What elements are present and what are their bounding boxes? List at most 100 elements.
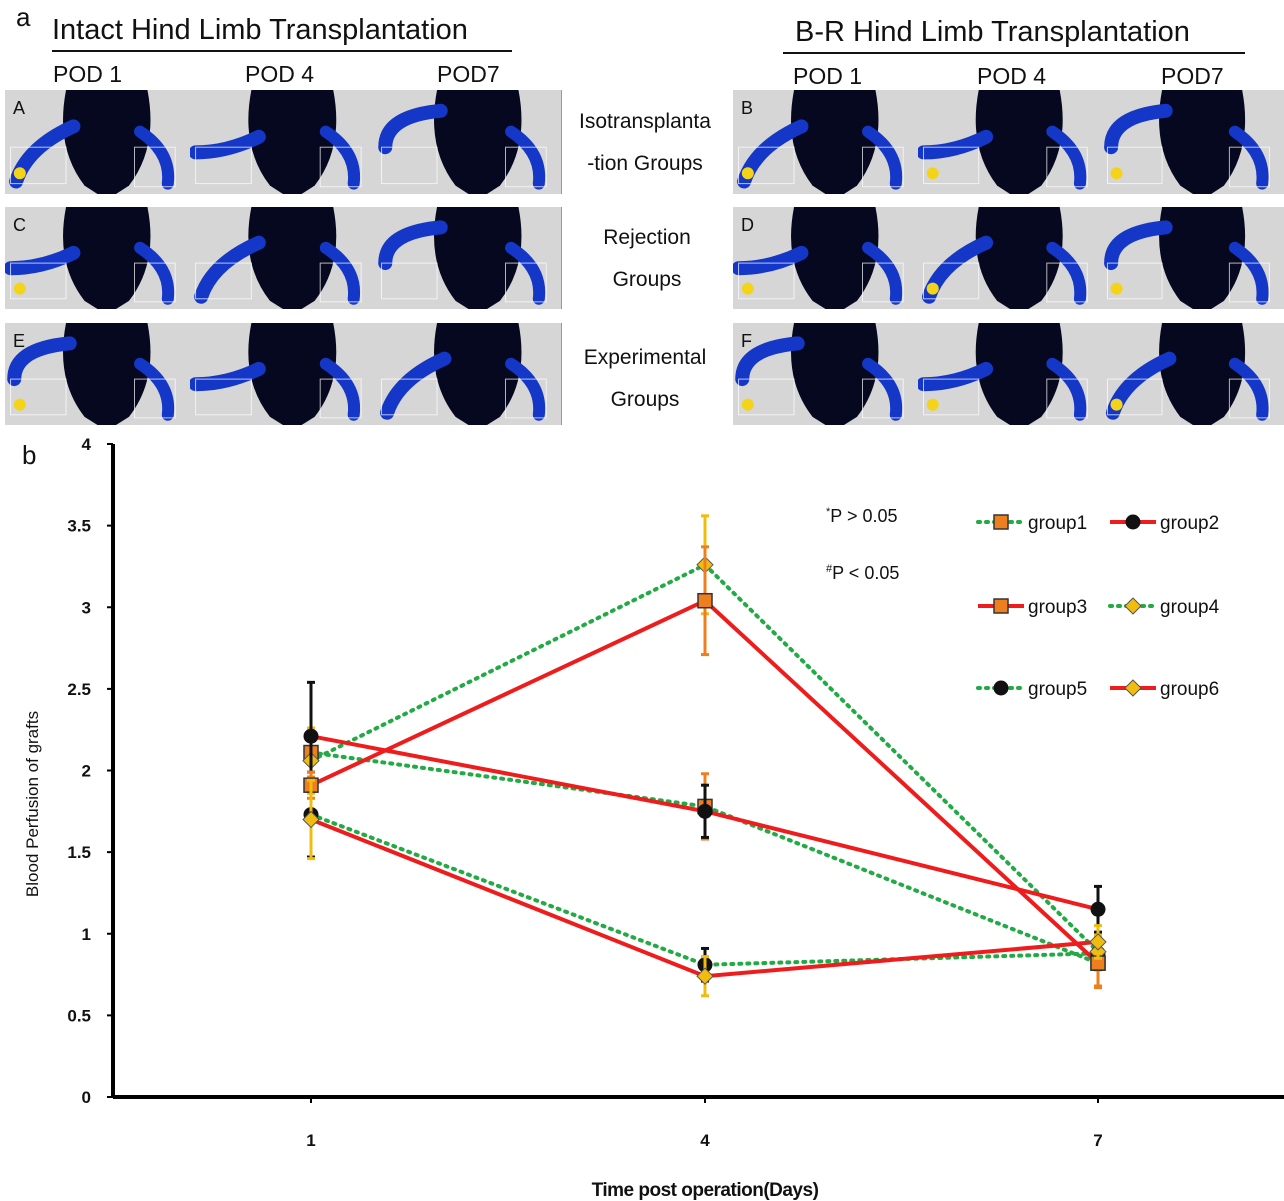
contralateral-limb	[134, 241, 175, 305]
br-tile-row2-pod3	[1102, 207, 1284, 309]
contralateral-limb	[1228, 125, 1269, 190]
image-panel-letter: F	[741, 331, 752, 351]
marker-diamond	[1124, 679, 1142, 697]
grafted-limb	[918, 361, 994, 392]
intact-tile-row3-pod3	[376, 323, 562, 425]
image-panel-letter: B	[741, 98, 754, 118]
y-tick-label: 0.5	[67, 1006, 91, 1025]
br-tile-row3-pod3	[1102, 323, 1284, 425]
legend-item-group1: group1	[976, 513, 1087, 534]
animal-body-silhouette	[434, 207, 522, 309]
roi-box	[1106, 262, 1163, 300]
contralateral-limb	[319, 357, 361, 421]
animal-body-silhouette	[63, 323, 151, 425]
row-label-line: Rejection	[603, 226, 691, 249]
roi-box	[134, 378, 176, 419]
y-tick-label: 3.5	[67, 517, 91, 536]
legend-label: group4	[1160, 597, 1220, 618]
y-tick-label: 4	[82, 435, 92, 454]
legend-label: group1	[1028, 513, 1087, 534]
grafted-limb	[190, 129, 266, 160]
br-tile-row1-pod2	[918, 90, 1103, 194]
roi-box	[862, 262, 904, 303]
roi-box	[134, 146, 176, 188]
intact-tile-row2-pod3	[376, 207, 562, 309]
marker-diamond	[1124, 597, 1142, 615]
contralateral-limb	[862, 241, 903, 305]
contralateral-limb	[1046, 357, 1087, 421]
row-label-experimental: Experimental Groups	[560, 337, 730, 421]
roi-box	[1228, 262, 1270, 303]
roi-box	[738, 262, 795, 300]
animal-body-silhouette	[1159, 90, 1246, 194]
animal-body-silhouette	[248, 207, 337, 309]
roi-box	[505, 262, 547, 303]
marker-square	[993, 598, 1009, 614]
br-pod1-label: POD 1	[793, 63, 863, 89]
image-panel-letter: E	[13, 331, 26, 351]
roi-box	[10, 378, 67, 416]
panel-b-letter: b	[22, 440, 36, 470]
br-pod4-label: POD 4	[977, 63, 1047, 89]
roi-box	[1106, 378, 1163, 416]
intact-tile-row1-pod1: A	[5, 90, 191, 194]
contralateral-limb	[319, 241, 361, 305]
br-section-title: B-R Hind Limb Transplantation	[795, 16, 1190, 48]
legend-item-group3: group3	[978, 597, 1087, 618]
animal-body-silhouette	[975, 90, 1063, 194]
image-panel-letter: A	[13, 98, 26, 118]
grafted-limb	[733, 245, 809, 276]
animal-body-silhouette	[63, 90, 151, 194]
roi-box	[1046, 262, 1088, 303]
animal-body-silhouette	[434, 323, 522, 425]
animal-body-silhouette	[63, 207, 151, 309]
intact-tile-row1-pod2	[190, 90, 377, 194]
contralateral-limb	[134, 357, 175, 421]
roi-box	[505, 146, 547, 188]
marker-circle	[1090, 901, 1106, 917]
panel-a-letter: a	[16, 2, 31, 32]
contralateral-limb	[505, 241, 546, 305]
series-points-group6	[302, 778, 1107, 998]
intact-tile-row2-pod2	[190, 207, 377, 309]
x-tick-label: 7	[1093, 1131, 1102, 1150]
br-tile-row1-pod1: B	[733, 90, 919, 194]
grafted-limb	[5, 245, 81, 276]
br-tile-row3-pod1: F	[733, 323, 919, 425]
br-tile-row1-pod3	[1102, 90, 1284, 194]
intact-pod7-label: POD7	[437, 61, 500, 87]
marker-circle	[697, 803, 713, 819]
marker-circle	[303, 728, 319, 744]
x-tick-label: 1	[306, 1131, 315, 1150]
row-label-line: Experimental	[583, 346, 707, 369]
roi-box	[381, 262, 438, 300]
roi-box	[1228, 378, 1270, 419]
intact-tile-row3-pod1: E	[5, 323, 191, 425]
series-points-group2	[303, 680, 1106, 934]
perfusion-hotspot	[926, 398, 939, 411]
roi-box	[195, 378, 252, 416]
perfusion-hotspot	[741, 167, 754, 180]
y-tick-label: 1.5	[67, 843, 91, 862]
roi-box	[923, 146, 980, 185]
contralateral-limb	[862, 125, 903, 190]
row-label-line: Groups	[610, 388, 680, 411]
roi-box	[195, 262, 252, 300]
intact-section-title: Intact Hind Limb Transplantation	[52, 14, 468, 46]
br-title-underline	[783, 52, 1245, 54]
legend-label: group2	[1160, 513, 1219, 534]
legend-item-group2: group2	[1110, 513, 1219, 534]
br-pod7-label: POD7	[1161, 63, 1224, 89]
y-tick-label: 3	[82, 598, 91, 617]
animal-body-silhouette	[248, 90, 337, 194]
x-tick-label: 4	[700, 1131, 710, 1150]
roi-box	[319, 262, 362, 303]
intact-tile-row1-pod3	[376, 90, 562, 194]
marker-diamond	[696, 967, 714, 985]
grafted-limb	[190, 361, 266, 392]
y-tick-label: 2.5	[67, 680, 91, 699]
grafted-limb	[918, 129, 994, 160]
contralateral-limb	[1228, 241, 1269, 305]
grafted-limb	[194, 235, 266, 304]
row-label-line: Groups	[612, 268, 682, 291]
